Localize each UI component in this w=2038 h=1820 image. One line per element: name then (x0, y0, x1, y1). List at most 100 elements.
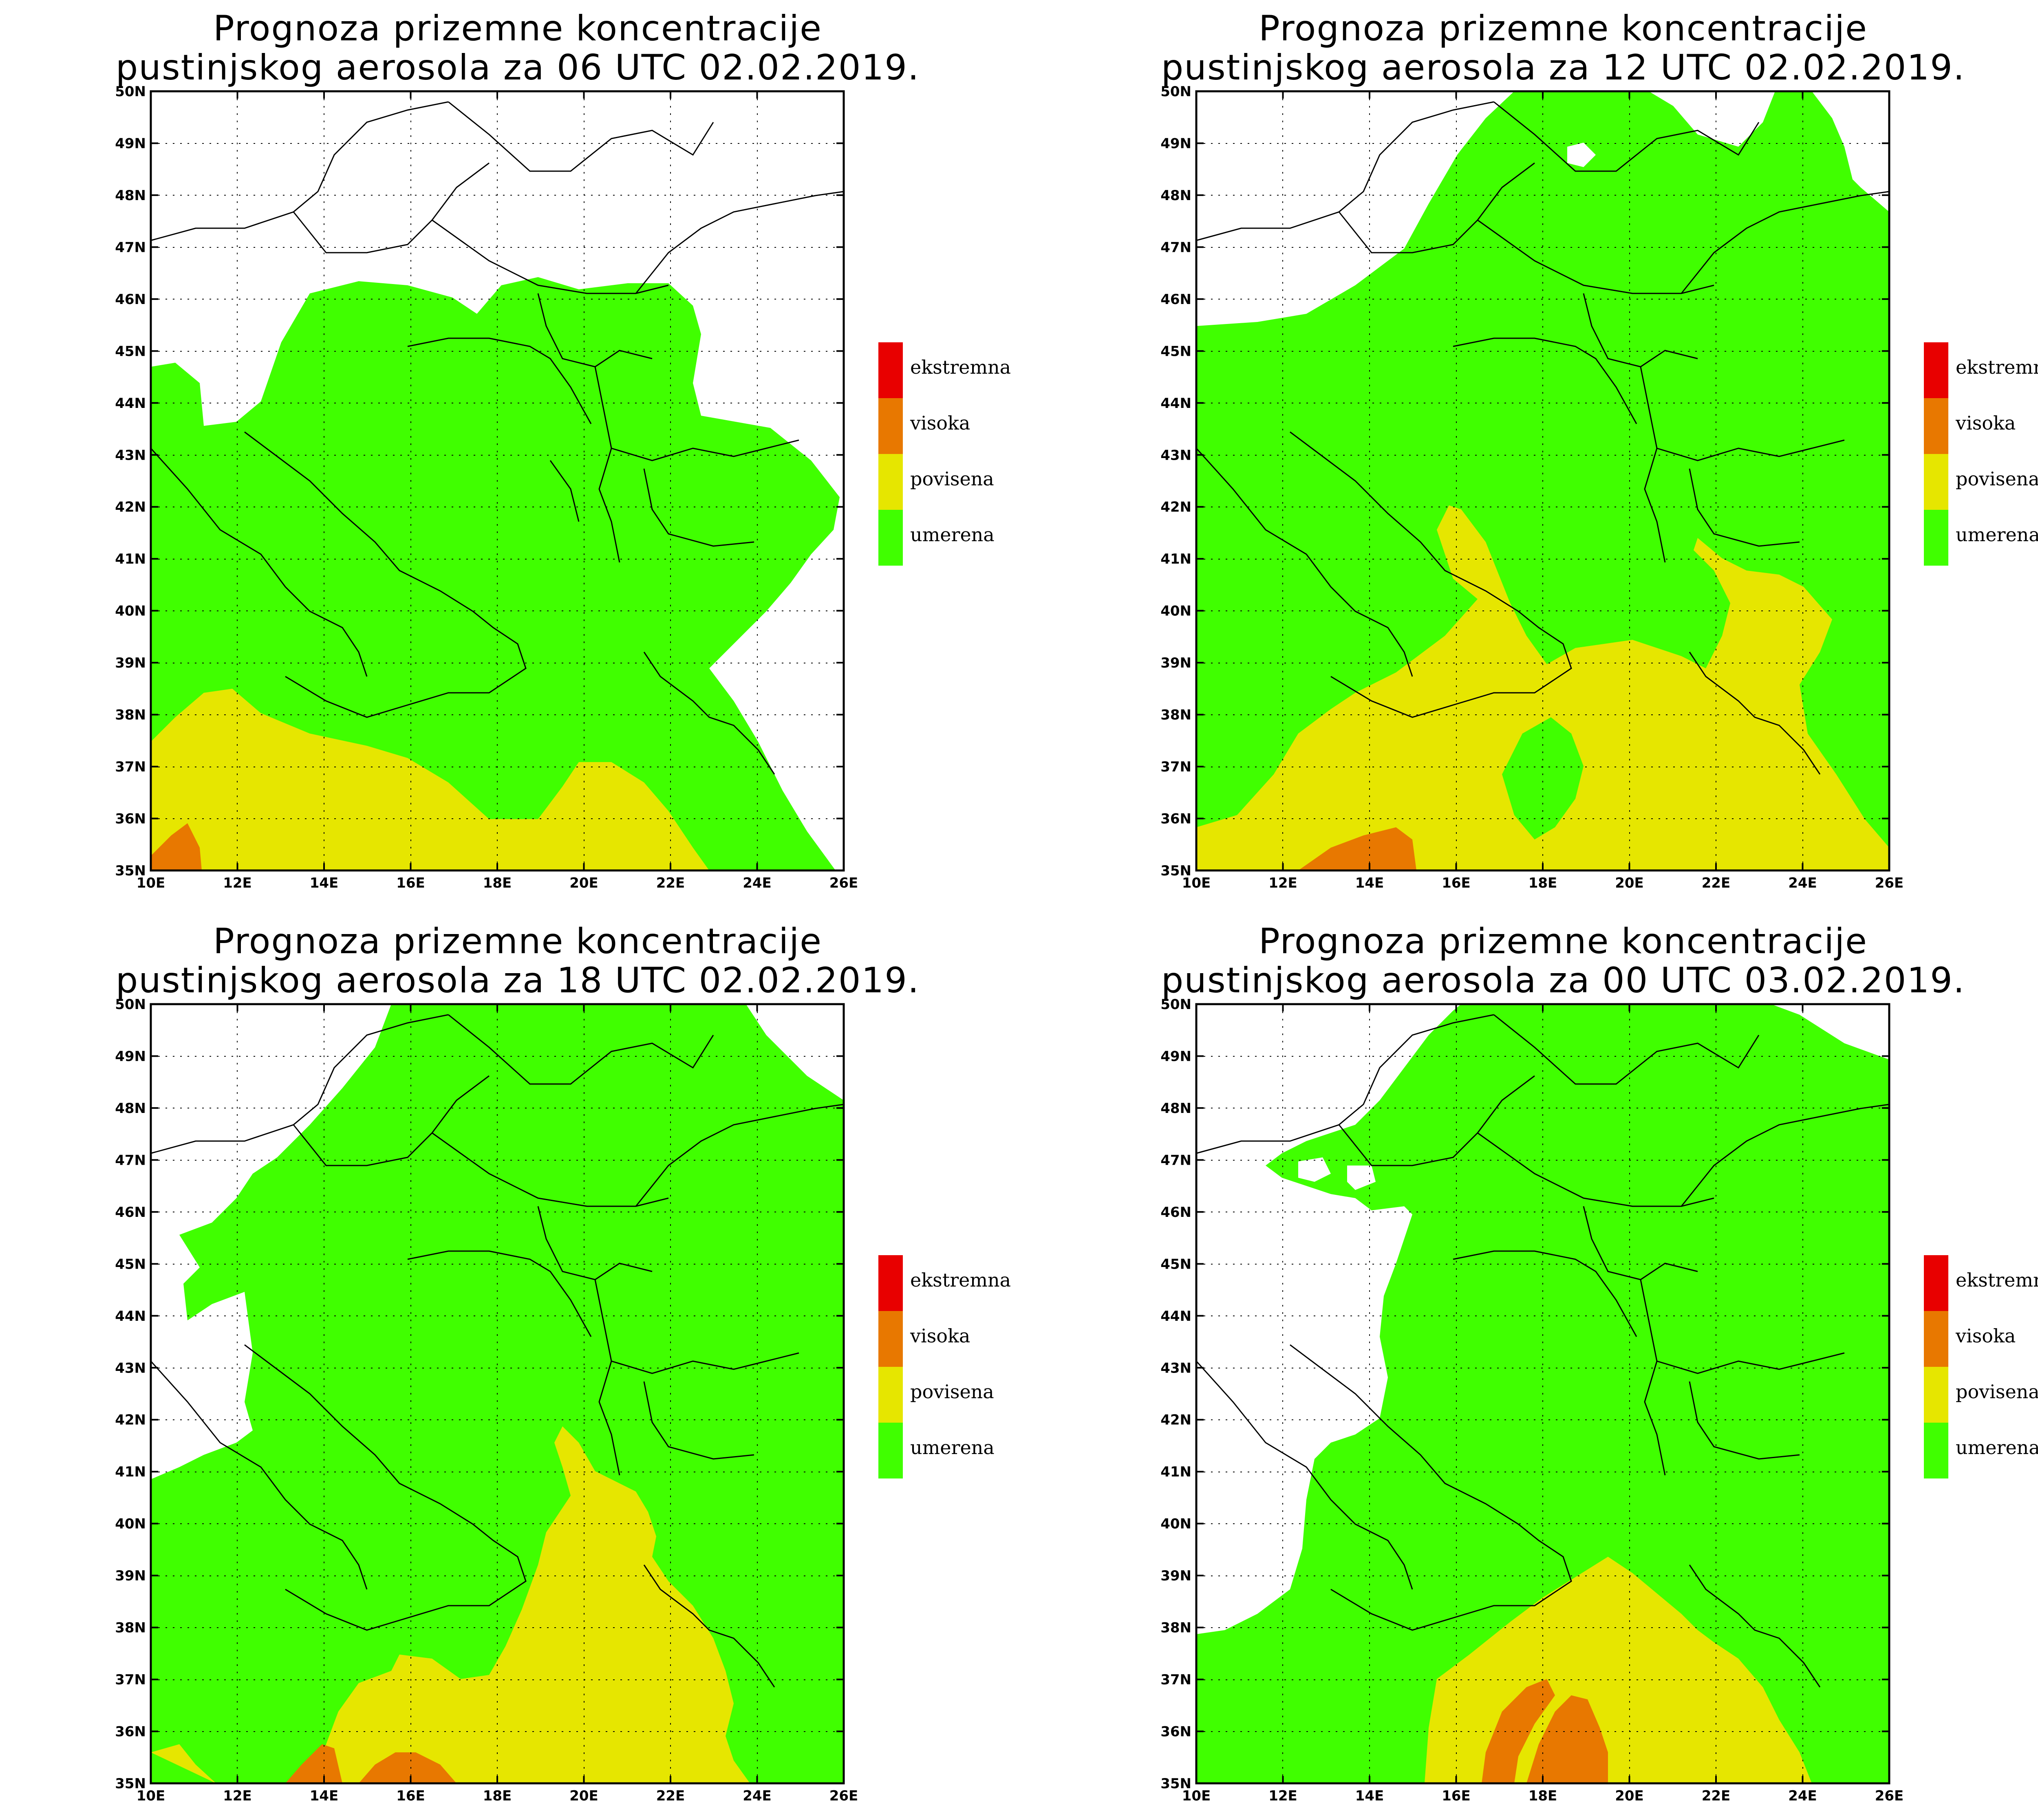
lat-label: 44N (115, 1308, 146, 1324)
panel-title: Prognoza prizemne koncentracije pustinjs… (73, 9, 962, 87)
lat-label: 44N (115, 395, 146, 412)
lat-label: 47N (115, 1152, 146, 1168)
legend-swatch-visoka (878, 398, 903, 454)
lat-label: 47N (115, 239, 146, 256)
map-frame: 10E 12E 14E 16E 18E 20E 22E 24E 26E 35N 36N 37N 38N… (115, 84, 858, 891)
visoka-area (1298, 827, 1416, 870)
legend-label-ekstremna: ekstremna (1956, 356, 2038, 378)
title-line-2: pustinjskog aerosola za 00 UTC 03.02.201… (1161, 960, 1965, 1001)
lon-label: 18E (483, 875, 512, 891)
legend-label-ekstremna: ekstremna (1956, 1269, 2038, 1291)
legend-swatch-ekstremna (1924, 342, 1948, 398)
lon-label: 22E (1702, 875, 1731, 891)
legend-swatch-povisena (1924, 1367, 1948, 1423)
legend-label-umerena: umerena (1956, 1437, 2038, 1459)
lat-label: 43N (115, 1360, 146, 1376)
map-frame: 10E 12E 14E 16E 18E 20E 22E 24E 26E 35N 36N 37N 38N… (1160, 84, 1904, 891)
lat-label: 49N (1160, 1048, 1191, 1064)
lat-label: 44N (1160, 395, 1191, 412)
lat-label: 49N (1160, 135, 1191, 152)
legend-swatch-visoka (1924, 1311, 1948, 1367)
white-hole (1567, 143, 1596, 167)
lat-label: 41N (1160, 1464, 1191, 1480)
lon-label: 14E (310, 875, 339, 891)
lat-label: 37N (115, 1672, 146, 1688)
panel-title: Prognoza prizemne koncentracije pustinjs… (1119, 922, 2007, 1000)
white-hole-b (1347, 1166, 1376, 1190)
visoka-area (151, 823, 202, 870)
lat-label: 46N (1160, 1204, 1191, 1221)
lon-label: 26E (1875, 1788, 1904, 1804)
title-line-2: pustinjskog aerosola za 18 UTC 02.02.201… (115, 960, 920, 1001)
lat-label: 35N (1160, 1776, 1191, 1792)
title-line-1: Prognoza prizemne koncentracije (1258, 921, 1868, 962)
lat-label: 47N (1160, 239, 1191, 256)
legend-label-povisena: povisena (910, 468, 994, 490)
legend-swatch-umerena (1924, 510, 1948, 566)
lat-label: 40N (1160, 1516, 1191, 1532)
lon-label: 10E (137, 1788, 165, 1804)
lat-label: 40N (115, 1516, 146, 1532)
lon-label: 14E (1355, 1788, 1384, 1804)
lat-label: 36N (115, 1724, 146, 1740)
lat-label: 38N (115, 707, 146, 723)
lon-label: 20E (1615, 1788, 1644, 1804)
panel-title: Prognoza prizemne koncentracije pustinjs… (1119, 9, 2007, 87)
title-line-1: Prognoza prizemne koncentracije (1258, 8, 1868, 49)
lat-label: 35N (115, 863, 146, 879)
povisena-area (151, 689, 709, 870)
visoka-area (285, 1744, 457, 1783)
lat-label: 43N (115, 447, 146, 463)
lat-label: 39N (1160, 1568, 1191, 1584)
lon-label: 12E (1268, 1788, 1297, 1804)
lat-label: 48N (115, 187, 146, 204)
lat-label: 48N (115, 1100, 146, 1117)
lat-label: 36N (1160, 1724, 1191, 1740)
legend-label-visoka: visoka (1956, 412, 2016, 434)
lon-label: 20E (569, 1788, 598, 1804)
lon-label: 24E (1788, 875, 1817, 891)
lon-label: 10E (137, 875, 165, 891)
lat-label: 38N (115, 1620, 146, 1636)
lon-label: 14E (310, 1788, 339, 1804)
lon-label: 16E (1442, 1788, 1471, 1804)
lat-label: 42N (1160, 499, 1191, 516)
lat-label: 49N (115, 1048, 146, 1064)
lat-label: 36N (1160, 811, 1191, 827)
lon-label: 22E (656, 1788, 685, 1804)
lat-label: 36N (115, 811, 146, 827)
lon-label: 10E (1182, 1788, 1211, 1804)
lat-label: 41N (115, 1464, 146, 1480)
legend-swatch-visoka (1924, 398, 1948, 454)
lat-label: 43N (1160, 447, 1191, 463)
legend-swatch-umerena (878, 510, 903, 566)
lon-label: 26E (1875, 875, 1904, 891)
lon-label: 20E (569, 875, 598, 891)
legend-swatch-visoka (878, 1311, 903, 1367)
legend-swatch-ekstremna (878, 1255, 903, 1311)
lat-label: 35N (115, 1776, 146, 1792)
legend-swatch-povisena (878, 454, 903, 510)
map-panel-18utc: Prognoza prizemne koncentracije pustinjs… (0, 913, 1043, 1818)
lat-label: 45N (115, 343, 146, 359)
lat-label: 48N (1160, 1100, 1191, 1117)
lon-label: 16E (396, 875, 425, 891)
legend-label-ekstremna: ekstremna (910, 1269, 1011, 1291)
lon-label: 20E (1615, 875, 1644, 891)
map-panel-00utc: Prognoza prizemne koncentracije pustinjs… (1045, 913, 2038, 1818)
legend-label-visoka: visoka (1956, 1325, 2016, 1347)
lat-label: 50N (1160, 996, 1191, 1013)
map-frame: 10E 12E 14E 16E 18E 20E 22E 24E 26E 35N 36N 37N 38N… (1160, 996, 1904, 1804)
lon-label: 14E (1355, 875, 1384, 891)
title-line-1: Prognoza prizemne koncentracije (213, 8, 823, 49)
lat-label: 39N (115, 1568, 146, 1584)
lat-label: 41N (115, 551, 146, 567)
panel-title: Prognoza prizemne koncentracije pustinjs… (73, 922, 962, 1000)
map-frame: 10E 12E 14E 16E 18E 20E 22E 24E 26E 35N 36N 37N 38N… (115, 996, 858, 1804)
lat-label: 37N (1160, 1672, 1191, 1688)
lat-label: 46N (1160, 291, 1191, 308)
legend-label-visoka: visoka (910, 412, 970, 434)
title-line-2: pustinjskog aerosola za 06 UTC 02.02.201… (115, 47, 920, 88)
lat-label: 50N (115, 84, 146, 100)
